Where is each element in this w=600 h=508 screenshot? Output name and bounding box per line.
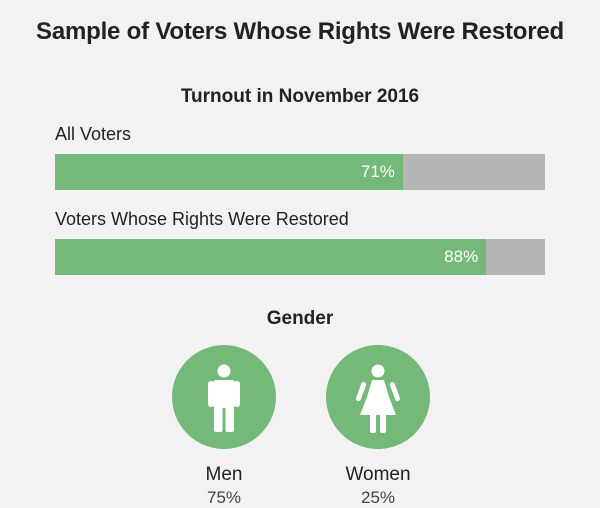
men-circle — [172, 345, 276, 449]
bar-track-restored-voters: 88% — [55, 239, 545, 275]
bar-label-restored-voters: Voters Whose Rights Were Restored — [55, 209, 349, 229]
gender-label-men: Men — [205, 464, 243, 485]
bar-all-voters — [55, 154, 403, 190]
bar-value-restored-voters: 88% — [444, 247, 479, 266]
gender-value-women: 25% — [360, 488, 396, 507]
man-icon — [208, 364, 240, 432]
gender-value-men: 75% — [206, 488, 242, 507]
turnout-chart-title: Turnout in November 2016 — [180, 86, 420, 107]
women-circle — [326, 345, 430, 449]
gender-label-women: Women — [345, 464, 411, 485]
woman-icon — [355, 364, 401, 433]
page-title: Sample of Voters Whose Rights Were Resto… — [36, 18, 564, 45]
bar-track-all-voters: 71% — [55, 154, 545, 190]
bar-label-all-voters: All Voters — [55, 124, 132, 144]
bar-restored-voters — [55, 239, 487, 275]
gender-section-title: Gender — [266, 308, 334, 329]
bar-value-all-voters: 71% — [360, 162, 395, 181]
